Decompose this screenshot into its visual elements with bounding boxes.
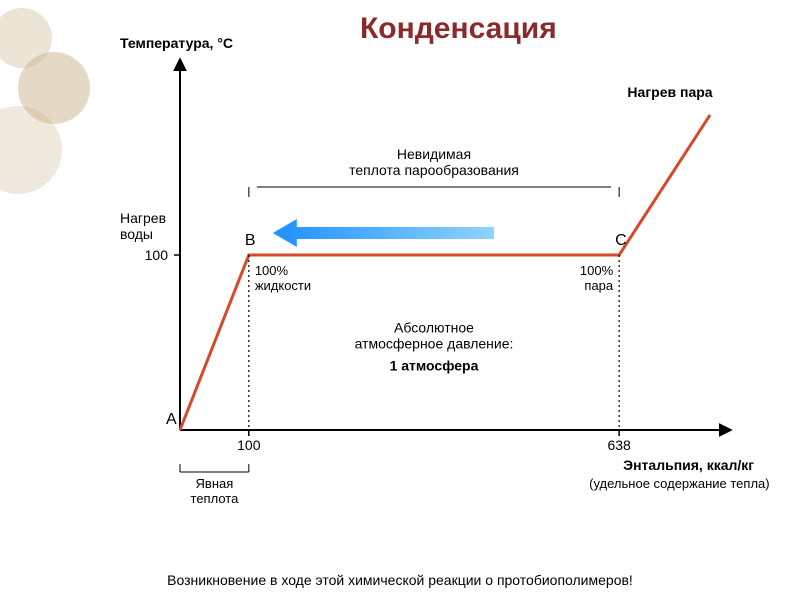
heating-steam-label: Нагрев пара [627,84,712,100]
point-c: C [615,232,627,249]
x-tick-100: 100 [237,437,261,453]
x-axis-title-1: Энтальпия, ккал/кг [623,457,754,473]
phase-change-chart: 100 100 638 Явнаятеплота Невидимаятеплота па… [60,0,800,560]
x-tick-638: 638 [607,437,631,453]
point-a: A [166,411,177,428]
point-b: B [245,232,256,249]
pressure-label: Абсолютноеатмосферное давление: [355,320,514,352]
y-tick-100: 100 [145,247,169,263]
liquid-100-label: 100%жидкости [255,263,311,293]
chart-container: Конденсация 100100638ЯвнаятеплотаНевидим… [60,0,800,600]
y-axis-title: Температура, °С [120,35,233,51]
caption-text: Возникновение в ходе этой химической реа… [0,572,800,588]
heating-water-label: Нагревводы [120,210,166,242]
pressure-value: 1 атмосфера [390,358,479,374]
caption-label: Возникновение в ходе этой химической реа… [167,572,633,588]
condensation-arrow [273,219,494,247]
sensible-heat-label: Явнаятеплота [191,476,240,506]
vapor-100-label: 100%пара [580,263,614,293]
latent-heat-label: Невидимаятеплота парообразования [349,146,519,178]
x-axis-title-2: (удельное содержание тепла) [589,476,769,491]
